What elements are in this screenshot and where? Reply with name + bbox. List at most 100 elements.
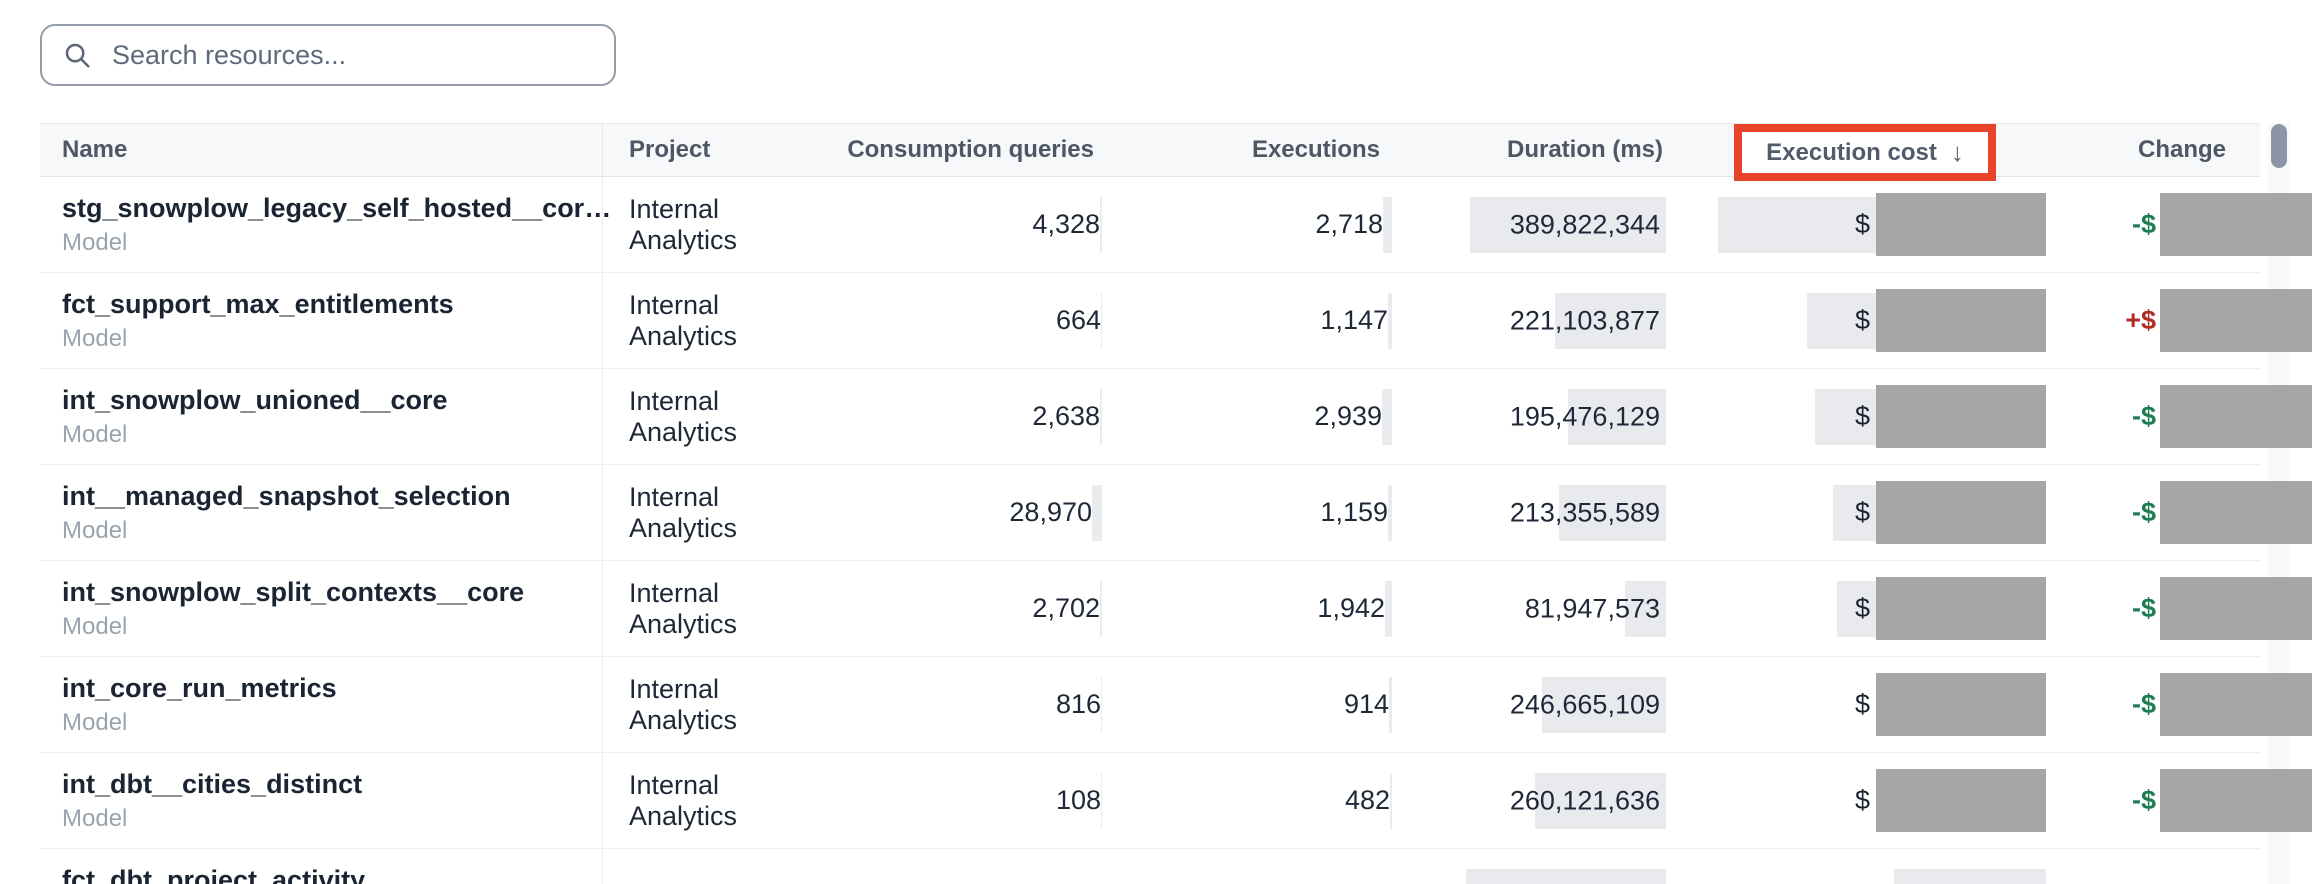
resource-name-cell[interactable]: int_snowplow_split_contexts__core Model (40, 561, 603, 656)
scrollbar-thumb[interactable] (2271, 124, 2287, 168)
project-cell: Internal Analytics (603, 657, 828, 752)
consumption-queries-bar (1101, 772, 1102, 829)
duration-value: 260,121,636 (1509, 785, 1660, 815)
project-name: Internal Analytics (629, 577, 738, 639)
executions-bar (1382, 388, 1392, 445)
executions-cell: 2,718 (1108, 177, 1395, 272)
duration-bar: 389,822,344 (1470, 196, 1666, 253)
duration-value: 246,665,109 (1509, 689, 1660, 719)
execution-cost-currency: $ (1854, 305, 1870, 335)
duration-bar: 246,665,109 (1510, 676, 1666, 733)
executions-cell: 1,159 (1108, 465, 1395, 560)
executions-cell (1108, 849, 1395, 884)
change-sign: -$ (2131, 785, 2156, 815)
consumption-queries-bar (1100, 196, 1102, 253)
resource-name-cell[interactable]: int_dbt__cities_distinct Model (40, 753, 603, 848)
consumption-queries-value: 664 (1055, 305, 1101, 335)
consumption-queries-cell: 2,702 (828, 561, 1108, 656)
duration-cell: 389,822,344 (1395, 177, 1670, 272)
consumption-queries-bar (1101, 676, 1102, 733)
column-header-consumption-queries[interactable]: Consumption queries (847, 136, 1094, 163)
execution-cost-currency: $ (1854, 689, 1870, 719)
column-header-name[interactable]: Name (40, 124, 603, 176)
change-redaction (2160, 480, 2312, 544)
duration-value: 213,355,589 (1509, 497, 1660, 527)
executions-bar (1383, 196, 1392, 253)
execution-cost-redaction (1876, 480, 2046, 544)
change-cell: -$ (2048, 465, 2312, 560)
project-name: Internal Analytics (629, 673, 738, 735)
project-cell: Internal Analytics (603, 273, 828, 368)
executions-value: 2,718 (1315, 209, 1383, 239)
table-body: stg_snowplow_legacy_self_hosted__cor… Mo… (40, 177, 2312, 884)
consumption-queries-cell: 108 (828, 753, 1108, 848)
table-row[interactable]: fct_dbt_project_activity Model (40, 849, 2260, 884)
search-box[interactable] (40, 24, 616, 86)
table-header-row: Name Project Consumption queries Executi… (40, 123, 2260, 181)
execution-cost-highlight-box: Execution cost ↓ (1734, 124, 1996, 181)
resource-type-label: Model (62, 708, 128, 736)
resource-name-cell[interactable]: fct_dbt_project_activity Model (40, 849, 603, 884)
table-row[interactable]: int_snowplow_unioned__core Model Interna… (40, 369, 2312, 465)
resources-table: Name Project Consumption queries Executi… (40, 123, 2312, 884)
execution-cost-redaction (1876, 576, 2046, 640)
consumption-queries-value: 108 (1055, 785, 1101, 815)
table-row[interactable]: stg_snowplow_legacy_self_hosted__cor… Mo… (40, 177, 2312, 273)
search-input[interactable] (110, 38, 594, 72)
consumption-queries-value: 816 (1055, 689, 1101, 719)
consumption-queries-value: 2,638 (1032, 401, 1100, 431)
project-name: Internal Analytics (629, 193, 738, 255)
table-row[interactable]: int_snowplow_split_contexts__core Model … (40, 561, 2312, 657)
change-cell: -$ (2048, 369, 2312, 464)
resource-type-label: Model (62, 612, 128, 640)
change-redaction (2160, 384, 2312, 448)
resource-name-cell[interactable]: stg_snowplow_legacy_self_hosted__cor… Mo… (40, 177, 611, 272)
execution-cost-cell: $ (1670, 369, 2048, 464)
change-cell: -$ (2048, 657, 2312, 752)
duration-cell: 246,665,109 (1395, 657, 1670, 752)
resource-name-cell[interactable]: int_core_run_metrics Model (40, 657, 603, 752)
executions-bar (1385, 580, 1392, 637)
executions-value: 482 (1344, 785, 1390, 815)
change-cell: -$ (2048, 561, 2312, 656)
resource-name-cell[interactable]: int_snowplow_unioned__core Model (40, 369, 603, 464)
change-sign: -$ (2131, 689, 2156, 719)
consumption-queries-bar (1092, 484, 1102, 541)
executions-value: 1,942 (1317, 593, 1385, 623)
duration-cell: 81,947,573 (1395, 561, 1670, 656)
column-header-project[interactable]: Project (629, 136, 711, 163)
executions-cell: 2,939 (1108, 369, 1395, 464)
column-header-duration[interactable]: Duration (ms) (1507, 136, 1663, 163)
column-header-change[interactable]: Change (2137, 136, 2226, 163)
execution-cost-cell: $ (1670, 753, 2048, 848)
table-row[interactable]: int_core_run_metrics Model Internal Anal… (40, 657, 2312, 753)
consumption-queries-cell: 664 (828, 273, 1108, 368)
change-sign: -$ (2131, 401, 2156, 431)
table-row[interactable]: int__managed_snapshot_selection Model In… (40, 465, 2312, 561)
duration-bar: 81,947,573 (1525, 580, 1666, 637)
project-cell (603, 849, 828, 884)
resource-name: fct_dbt_project_activity (62, 864, 366, 884)
project-name: Internal Analytics (629, 289, 738, 351)
executions-value: 1,147 (1320, 305, 1388, 335)
execution-cost-currency: $ (1854, 593, 1870, 623)
table-row[interactable]: fct_support_max_entitlements Model Inter… (40, 273, 2312, 369)
change-sign: -$ (2131, 593, 2156, 623)
execution-cost-cell: $ (1670, 177, 2048, 272)
execution-cost-currency: $ (1854, 785, 1870, 815)
project-cell: Internal Analytics (603, 753, 828, 848)
execution-cost-label: Execution cost (1766, 138, 1937, 166)
resource-name: int_dbt__cities_distinct (62, 768, 363, 799)
column-header-execution-cost[interactable]: Execution cost ↓ (1670, 124, 2048, 181)
duration-cell: 195,476,129 (1395, 369, 1670, 464)
resource-name-cell[interactable]: fct_support_max_entitlements Model (40, 273, 603, 368)
table-row[interactable]: int_dbt__cities_distinct Model Internal … (40, 753, 2312, 849)
execution-cost-cell (1670, 849, 2048, 884)
column-header-executions[interactable]: Executions (1251, 136, 1380, 163)
execution-cost-currency: $ (1854, 497, 1870, 527)
consumption-queries-bar (1100, 388, 1102, 445)
executions-bar (1388, 484, 1392, 541)
execution-cost-currency: $ (1854, 401, 1870, 431)
resource-name-cell[interactable]: int__managed_snapshot_selection Model (40, 465, 603, 560)
duration-cell (1395, 849, 1670, 884)
